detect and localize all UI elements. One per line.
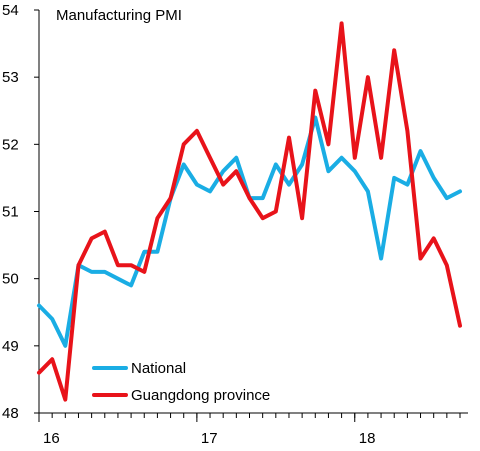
y-tick-label: 50	[2, 271, 19, 288]
axes: 48 49 50 51 52 53 54 16 17 18	[2, 2, 468, 447]
legend-label: National	[131, 360, 186, 377]
x-tick-label: 17	[201, 430, 218, 447]
y-tick-label: 48	[2, 405, 19, 422]
y-tick-label: 52	[2, 136, 19, 153]
y-tick-label: 51	[2, 204, 19, 221]
y-tick-label: 49	[2, 338, 19, 355]
series-line-guangdong	[37, 21, 462, 402]
y-tick-label: 53	[2, 69, 19, 86]
y-tick-label: 54	[2, 2, 19, 19]
legend: National Guangdong province	[92, 360, 270, 404]
x-tick-label: 18	[359, 430, 376, 447]
x-tick-label: 16	[43, 430, 60, 447]
series-lines	[37, 21, 462, 402]
legend-label: Guangdong province	[131, 387, 270, 404]
chart-title: Manufacturing PMI	[56, 7, 182, 24]
